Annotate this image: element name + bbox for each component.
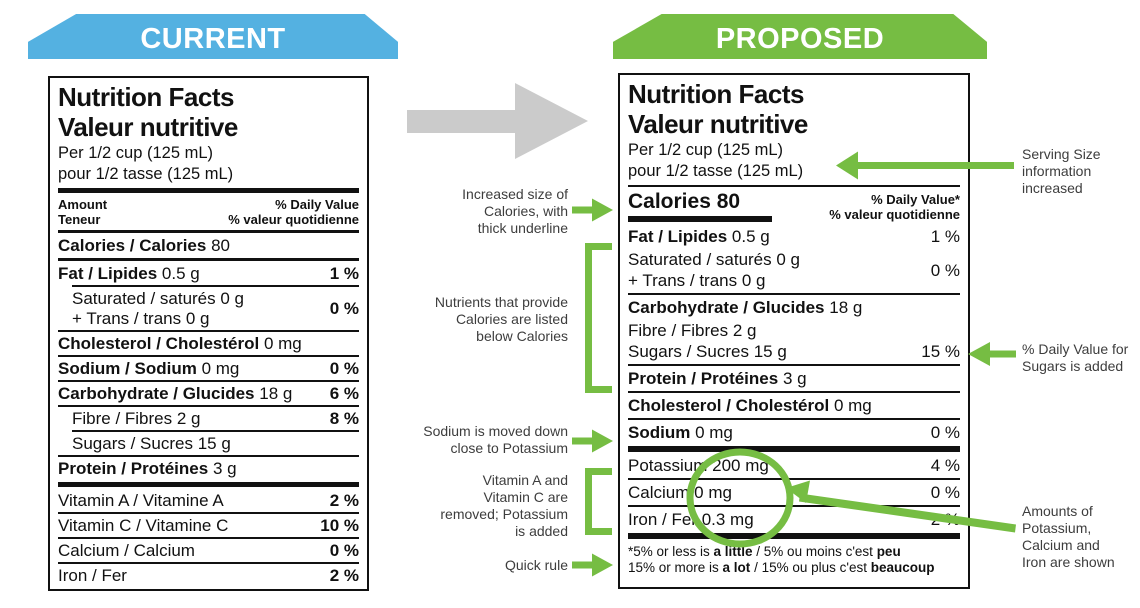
daily-value-en: % Daily Value — [275, 197, 359, 212]
row-fibre: Fibre / Fibres 2 g — [628, 321, 757, 340]
calories-thick-underline — [628, 216, 772, 222]
current-banner-label: CURRENT — [140, 23, 286, 55]
annotation-vitamins-removed: Vitamin A and Vitamin C are removed; Pot… — [440, 472, 568, 539]
row-cholesterol: Cholesterol / Cholestérol 0 mg — [628, 396, 872, 415]
row-sodium: Sodium / Sodium 0 mg 0 % — [58, 358, 359, 378]
divider-thin — [58, 330, 359, 332]
proposed-serving-en: Per 1/2 cup (125 mL) — [628, 141, 783, 159]
divider-thick — [628, 533, 960, 539]
calories-section: Calories 80 % Daily Value* % valeur quot… — [628, 187, 960, 224]
row-carbohydrate: Carbohydrate / Glucides 18 g 6 % — [58, 383, 359, 403]
daily-value-en: % Daily Value* — [871, 192, 960, 207]
row-fibre: Fibre / Fibres 2 g 8 % — [72, 408, 359, 428]
daily-value-fr: % valeur quotidienne — [228, 212, 359, 227]
divider-thick — [58, 482, 359, 487]
current-serving-fr: pour 1/2 tasse (125 mL) — [58, 165, 234, 183]
divider-thin — [628, 391, 960, 393]
annotation-dv-sugars: % Daily Value for Sugars is added — [1022, 341, 1129, 374]
current-serving-en: Per 1/2 cup (125 mL) — [58, 144, 213, 162]
divider-medium — [58, 258, 359, 261]
proposed-title-en: Nutrition Facts — [628, 79, 804, 109]
proposed-banner-label: PROPOSED — [715, 23, 885, 55]
row-calcium: Calcium 0 mg 0 % — [628, 483, 960, 502]
divider-thin — [628, 293, 960, 295]
quick-rule-footnote: *5% or less is a little / 5% ou moins c'… — [628, 544, 935, 575]
divider-thin — [72, 430, 359, 432]
row-cholesterol: Cholesterol / Cholestérol 0 mg — [58, 333, 302, 353]
row-calories: Calories / Calories 80 — [58, 235, 230, 255]
proposed-banner: PROPOSED — [613, 14, 987, 59]
daily-value-fr: % valeur quotidienne — [829, 207, 960, 222]
proposed-nutrition-label: Nutrition Facts Valeur nutritive Per 1/2… — [618, 73, 970, 589]
divider-thin — [58, 562, 359, 564]
divider-thin — [58, 355, 359, 357]
current-to-proposed-arrow — [407, 83, 588, 159]
annotation-quick-rule: Quick rule — [504, 557, 568, 573]
row-calcium: Calcium / Calcium 0 % — [58, 540, 359, 560]
row-saturated-trans: Saturated / saturés 0 g + Trans / trans … — [72, 288, 359, 328]
divider-thin — [58, 512, 359, 514]
row-fat: Fat / Lipides 0.5 g 1 % — [628, 227, 960, 246]
divider-thin — [58, 380, 359, 382]
annotation-amounts-shown: Amounts of Potassium, Calcium and Iron a… — [1022, 503, 1115, 570]
divider-thin — [628, 505, 960, 507]
row-carbohydrate: Carbohydrate / Glucides 18 g — [628, 298, 863, 317]
annotation-sodium-moved: Sodium is moved down close to Potassium — [423, 423, 568, 456]
proposed-serving-fr: pour 1/2 tasse (125 mL) — [628, 162, 804, 180]
row-sodium: Sodium 0 mg 0 % — [628, 423, 960, 442]
current-amount-header: Amount Teneur % Daily Value % valeur quo… — [58, 195, 359, 229]
row-sugars: Sugars / Sucres 15 g — [72, 433, 231, 453]
row-iron: Iron / Fer 0.3 mg 2 % — [628, 510, 960, 529]
divider-thick — [628, 446, 960, 452]
annotation-calories-size: Increased size of Calories, with thick u… — [462, 186, 568, 236]
amount-fr: Teneur — [58, 212, 101, 227]
divider-thin — [58, 537, 359, 539]
calories-value: Calories 80 — [628, 190, 741, 213]
current-banner: CURRENT — [28, 14, 398, 59]
sugars-dv-arrow-icon — [968, 342, 1016, 366]
row-vitamin-a: Vitamin A / Vitamine A 2 % — [58, 490, 359, 510]
row-protein: Protein / Protéines 3 g — [58, 458, 237, 478]
divider-thin — [628, 418, 960, 420]
row-sugars: Sugars / Sucres 15 g 15 % — [628, 342, 960, 361]
row-iron: Iron / Fer 2 % — [58, 565, 359, 585]
annotation-serving-size: Serving Size information increased — [1022, 146, 1101, 196]
divider-thin — [628, 478, 960, 480]
divider-medium — [58, 230, 359, 233]
quick-rule-pointer-arrow-icon — [572, 553, 613, 577]
divider-thick — [58, 188, 359, 193]
current-title-fr: Valeur nutritive — [58, 112, 238, 142]
calorie-nutrients-bracket — [585, 243, 612, 393]
row-protein: Protein / Protéines 3 g — [628, 369, 807, 388]
minerals-bracket — [585, 468, 612, 535]
current-title-en: Nutrition Facts — [58, 82, 234, 112]
row-vitamin-c: Vitamin C / Vitamine C 10 % — [58, 515, 359, 535]
divider-thin — [628, 364, 960, 366]
row-potassium: Potassium 200 mg 4 % — [628, 456, 960, 475]
sodium-pointer-arrow-icon — [572, 429, 613, 453]
divider-thin — [58, 405, 359, 407]
row-saturated-trans: Saturated / saturés 0 g + Trans / trans … — [628, 250, 960, 290]
annotation-nutrients-below-calories: Nutrients that provide Calories are list… — [434, 294, 568, 344]
proposed-title-fr: Valeur nutritive — [628, 109, 808, 139]
amount-en: Amount — [58, 197, 108, 212]
calories-pointer-arrow-icon — [572, 198, 613, 222]
row-fat: Fat / Lipides 0.5 g 1 % — [58, 263, 359, 283]
current-nutrition-label: Nutrition Facts Valeur nutritive Per 1/2… — [48, 76, 369, 591]
divider-thin — [72, 285, 359, 287]
divider-thin — [628, 185, 960, 187]
divider-thin — [58, 455, 359, 457]
